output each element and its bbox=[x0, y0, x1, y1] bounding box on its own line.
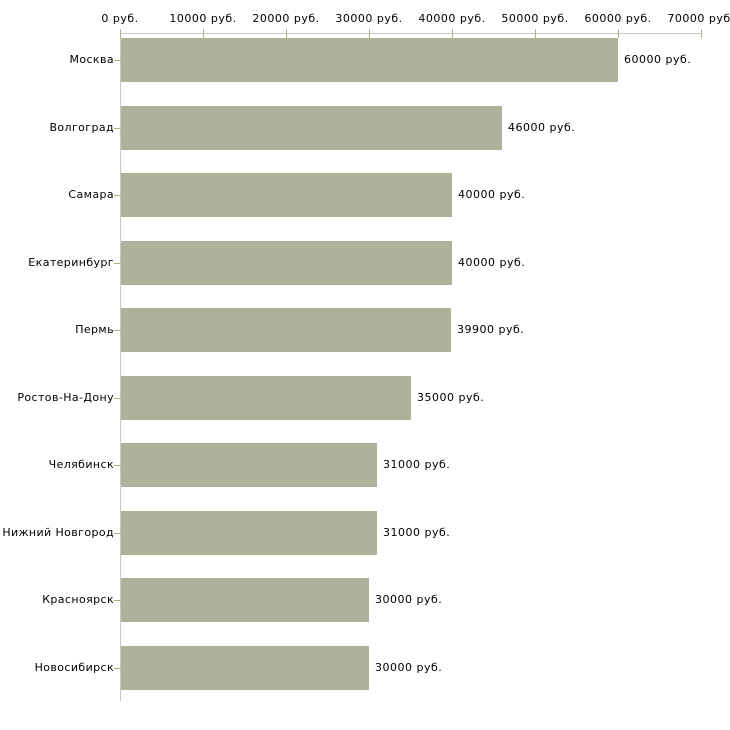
x-axis-tick-mark bbox=[120, 29, 121, 38]
y-axis-tick-mark bbox=[114, 667, 121, 669]
category-label: Красноярск bbox=[42, 593, 114, 606]
bar-value-label: 30000 руб. bbox=[375, 660, 443, 674]
bar-value-label: 46000 руб. bbox=[508, 120, 576, 134]
y-axis-tick-mark bbox=[114, 127, 121, 129]
y-axis-tick-mark bbox=[114, 465, 121, 466]
x-axis-tick-mark bbox=[618, 29, 619, 38]
bar-value-label: 30000 руб. bbox=[375, 593, 443, 606]
bar-value-label: 31000 руб. bbox=[383, 458, 451, 471]
bar-value-label: 35000 руб. bbox=[417, 390, 485, 404]
y-axis-tick-mark bbox=[114, 60, 121, 61]
bar bbox=[121, 308, 451, 352]
x-axis-tick-label: 0 руб. bbox=[101, 12, 139, 25]
x-axis-tick-mark bbox=[203, 29, 204, 38]
bar bbox=[121, 173, 452, 217]
x-axis-tick-mark bbox=[535, 29, 536, 38]
bar-value-label: 40000 руб. bbox=[458, 255, 526, 269]
category-label: Москва bbox=[69, 53, 114, 66]
bar bbox=[121, 443, 377, 487]
bar-value-label: 39900 руб. bbox=[457, 323, 525, 336]
bar bbox=[121, 510, 377, 555]
x-axis-tick-mark bbox=[369, 29, 370, 38]
category-label: Челябинск bbox=[48, 458, 114, 471]
x-axis-tick-label: 60000 руб. bbox=[584, 12, 652, 25]
category-label: Екатеринбург bbox=[28, 255, 114, 269]
y-axis-tick-mark bbox=[114, 532, 121, 534]
bar bbox=[121, 38, 618, 82]
category-label: Самара bbox=[68, 188, 114, 201]
x-axis-tick-mark bbox=[286, 29, 287, 38]
bar-value-label: 31000 руб. bbox=[383, 525, 451, 539]
x-axis-line bbox=[120, 33, 702, 34]
y-axis-tick-mark bbox=[114, 262, 121, 264]
x-axis-tick-label: 30000 руб. bbox=[335, 12, 403, 25]
bar bbox=[121, 578, 369, 622]
x-axis-tick-label: 50000 руб. bbox=[501, 12, 569, 25]
x-axis-tick-mark bbox=[701, 29, 702, 38]
bar bbox=[121, 105, 502, 150]
y-axis-line bbox=[120, 33, 121, 701]
category-label: Нижний Новгород bbox=[2, 525, 114, 539]
category-label: Новосибирск bbox=[34, 660, 114, 674]
x-axis-tick-mark bbox=[452, 29, 453, 38]
category-label: Пермь bbox=[75, 323, 114, 336]
x-axis-tick-label: 70000 руб. bbox=[667, 12, 730, 25]
y-axis-tick-mark bbox=[114, 600, 121, 601]
category-label: Ростов-На-Дону bbox=[17, 390, 114, 404]
x-axis-tick-label: 20000 руб. bbox=[252, 12, 320, 25]
category-label: Волгоград bbox=[49, 120, 114, 134]
bar-value-label: 60000 руб. bbox=[624, 53, 692, 66]
bar bbox=[121, 375, 411, 420]
x-axis-tick-label: 10000 руб. bbox=[169, 12, 237, 25]
y-axis-tick-mark bbox=[114, 330, 121, 331]
bar bbox=[121, 645, 369, 690]
y-axis-tick-mark bbox=[114, 397, 121, 399]
y-axis-tick-mark bbox=[114, 195, 121, 196]
bar-value-label: 40000 руб. bbox=[458, 188, 526, 201]
x-axis-tick-label: 40000 руб. bbox=[418, 12, 486, 25]
bar bbox=[121, 240, 452, 285]
